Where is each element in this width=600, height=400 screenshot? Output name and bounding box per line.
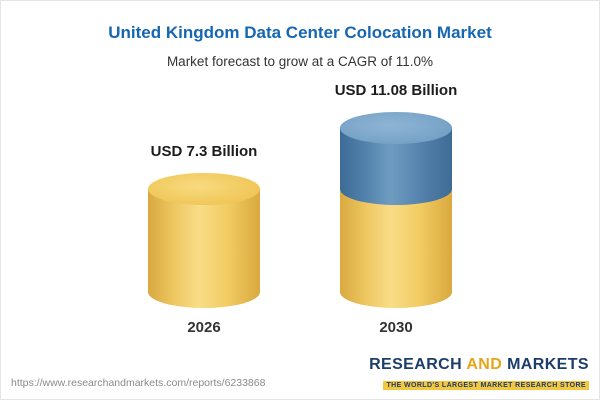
cylinder-2026 [148, 173, 260, 308]
cylinder-top-ellipse [340, 112, 452, 144]
cylinder-2030 [340, 112, 452, 308]
logo-word-markets: MARKETS [507, 356, 589, 374]
report-url: https://www.researchandmarkets.com/repor… [11, 377, 266, 389]
axis-label-2030: 2030 [379, 319, 413, 336]
logo-tagline: THE WORLD'S LARGEST MARKET RESEARCH STOR… [383, 381, 589, 390]
chart-subtitle: Market forecast to grow at a CAGR of 11.… [166, 54, 434, 69]
research-and-markets-logo: RESEARCH AND MARKETS THE WORLD'S LARGEST… [369, 356, 589, 392]
axis-label-2026: 2026 [187, 319, 221, 336]
cylinder-body [148, 189, 260, 308]
value-label-2026: USD 7.3 Billion [150, 143, 258, 160]
chart-title: United Kingdom Data Center Colocation Ma… [108, 23, 492, 42]
cylinder-top-ellipse [148, 173, 260, 205]
bar-group-2026: USD 7.3 Billion 2026 [129, 143, 279, 336]
chart-area: USD 7.3 Billion 2026 USD 11.08 Billion 2… [1, 82, 599, 336]
logo-word-and: AND [466, 356, 503, 374]
bar-group-2030: USD 11.08 Billion 2030 [321, 82, 471, 336]
logo-word-research: RESEARCH [369, 356, 463, 374]
value-label-2030: USD 11.08 Billion [334, 82, 458, 99]
logo-wordmark: RESEARCH AND MARKETS [369, 356, 589, 374]
